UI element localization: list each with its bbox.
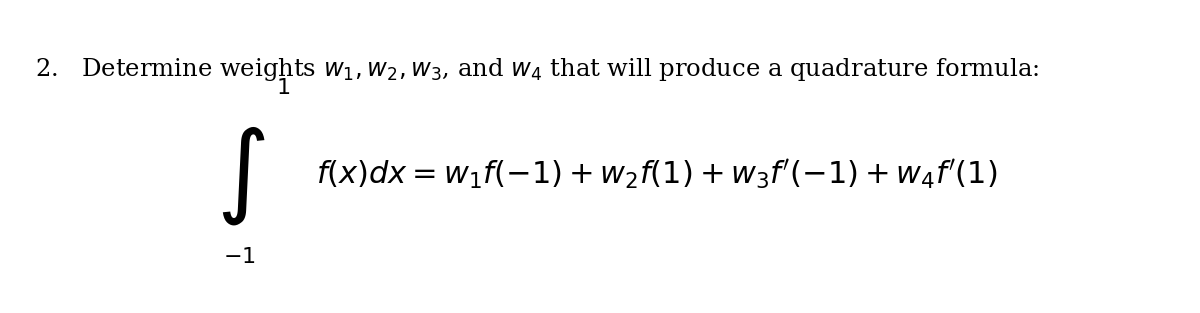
Text: 2.   Determine weights $w_1, w_2, w_3$, and $w_4$ that will produce a quadrature: 2. Determine weights $w_1, w_2, w_3$, an… bbox=[35, 56, 1039, 83]
Text: $1$: $1$ bbox=[276, 77, 290, 99]
Text: $-1$: $-1$ bbox=[222, 246, 256, 268]
Text: $f(x)dx = w_1 f(-1) + w_2 f(1) + w_3 f'(-1) + w_4 f'(1)$: $f(x)dx = w_1 f(-1) + w_2 f(1) + w_3 f'(… bbox=[316, 158, 997, 192]
Text: $\int$: $\int$ bbox=[216, 124, 266, 227]
